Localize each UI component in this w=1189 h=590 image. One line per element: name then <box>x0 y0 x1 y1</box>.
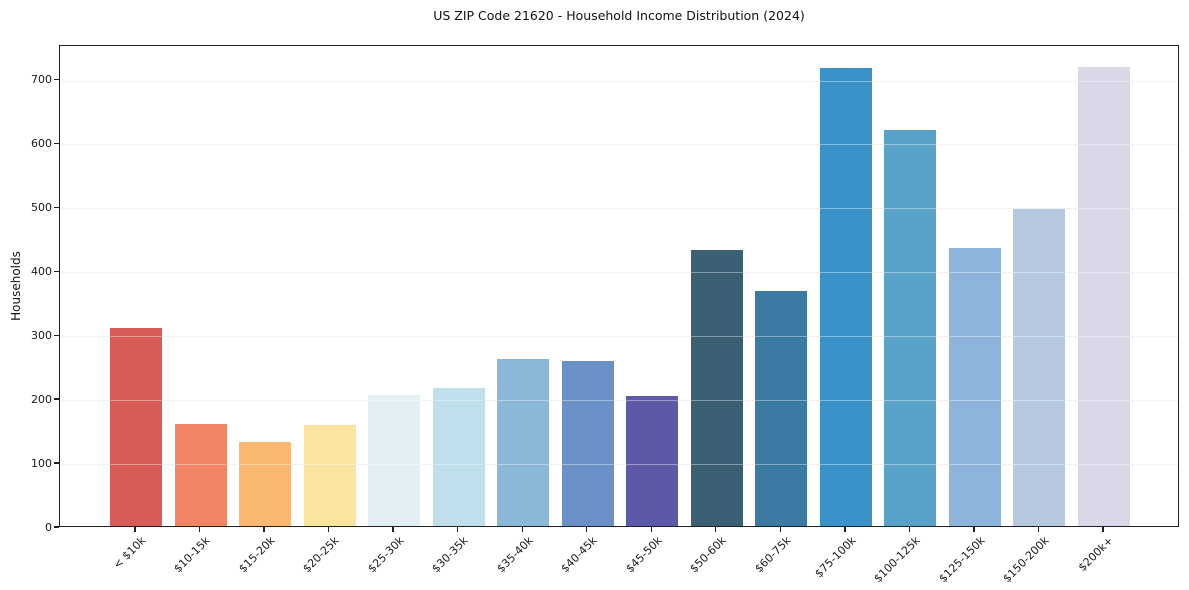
y-tick-mark-0 <box>54 526 59 528</box>
x-tick-mark-3 <box>327 527 330 532</box>
y-tick-mark-100 <box>54 462 59 464</box>
bar-35-40k <box>497 359 550 526</box>
y-tick-label-200: 200 <box>31 392 52 406</box>
bar-15-20k <box>239 442 292 526</box>
x-tick-mark-4 <box>392 527 394 532</box>
bar-10-15k <box>174 423 227 526</box>
y-tick-label-400: 400 <box>31 264 52 278</box>
x-tick-label-7: $40-45k <box>558 534 600 576</box>
x-tick-label-11: $75-100k <box>811 534 859 581</box>
bar-125-150k <box>948 247 1001 526</box>
gridline-600 <box>60 144 1178 146</box>
overlay-gridline-500 <box>60 208 1178 210</box>
y-tick-mark-200 <box>54 398 59 400</box>
x-tick-label-8: $45-50k <box>623 534 665 576</box>
gridline-100 <box>60 464 1178 466</box>
bar-45-50k <box>626 395 679 526</box>
x-tick-mark-1 <box>198 527 201 532</box>
bar-100-125k <box>884 129 937 526</box>
y-tick-mark-300 <box>54 334 59 336</box>
y-tick-mark-500 <box>54 206 59 209</box>
x-tick-mark-5 <box>457 527 459 532</box>
bar-150-200k <box>1013 208 1066 526</box>
x-tick-label-2: $15-20k <box>236 534 278 576</box>
x-tick-mark-12 <box>908 527 911 532</box>
gridline-500 <box>60 208 1178 210</box>
y-axis-label: Households <box>9 251 23 321</box>
y-tick-mark-400 <box>54 270 59 272</box>
x-tick-mark-6 <box>521 527 523 532</box>
bar-10k <box>110 327 162 526</box>
y-tick-label-100: 100 <box>31 456 52 470</box>
y-tick-label-300: 300 <box>31 328 52 342</box>
gridline-400 <box>60 272 1178 274</box>
bar-200k <box>1078 67 1130 526</box>
x-tick-label-15: $200k+ <box>1076 534 1117 575</box>
overlay-gridline-700 <box>60 80 1178 82</box>
overlay-gridline-400 <box>60 272 1178 274</box>
x-tick-label-0: < $10k <box>110 534 149 572</box>
x-tick-mark-2 <box>263 527 265 532</box>
x-tick-mark-13 <box>973 527 975 532</box>
y-tick-mark-700 <box>54 78 59 81</box>
y-tick-label-600: 600 <box>31 136 52 150</box>
y-tick-mark-600 <box>54 142 59 145</box>
x-tick-label-3: $20-25k <box>300 534 342 576</box>
y-tick-label-700: 700 <box>31 73 52 87</box>
x-tick-mark-14 <box>1037 527 1040 532</box>
x-tick-mark-8 <box>650 527 652 532</box>
gridline-700 <box>60 80 1178 82</box>
bar-30-35k <box>432 387 485 526</box>
x-tick-label-12: $100-125k <box>871 534 923 586</box>
overlay-gridline-600 <box>60 144 1178 146</box>
x-tick-mark-9 <box>715 527 717 532</box>
bar-75-100k <box>819 68 872 526</box>
bar-25-30k <box>368 394 421 526</box>
gridline-200 <box>60 400 1178 402</box>
x-tick-mark-7 <box>586 527 588 532</box>
x-tick-mark-15 <box>1102 527 1104 532</box>
x-tick-label-1: $10-15k <box>171 534 213 576</box>
bar-40-45k <box>561 361 614 526</box>
overlay-gridline-300 <box>60 336 1178 338</box>
plot-area <box>59 45 1179 527</box>
x-tick-label-5: $30-35k <box>429 534 471 576</box>
x-tick-label-9: $50-60k <box>687 534 730 576</box>
gridline-300 <box>60 336 1178 338</box>
x-tick-mark-10 <box>779 527 781 532</box>
x-tick-label-6: $35-40k <box>494 534 536 576</box>
x-tick-label-14: $150-200k <box>1000 534 1052 586</box>
bar-50-60k <box>690 249 743 526</box>
bar-20-25k <box>303 425 356 526</box>
x-tick-label-13: $125-150k <box>935 534 988 586</box>
y-tick-label-500: 500 <box>31 200 52 214</box>
chart-title: US ZIP Code 21620 - Household Income Dis… <box>433 8 805 23</box>
overlay-gridline-200 <box>60 400 1178 402</box>
x-tick-mark-0 <box>134 527 136 532</box>
x-tick-mark-11 <box>844 527 846 532</box>
x-tick-label-10: $60-75k <box>752 534 794 576</box>
x-tick-label-4: $25-30k <box>365 534 407 576</box>
overlay-gridline-100 <box>60 464 1178 466</box>
y-tick-label-0: 0 <box>45 520 52 534</box>
bar-60-75k <box>755 290 808 526</box>
